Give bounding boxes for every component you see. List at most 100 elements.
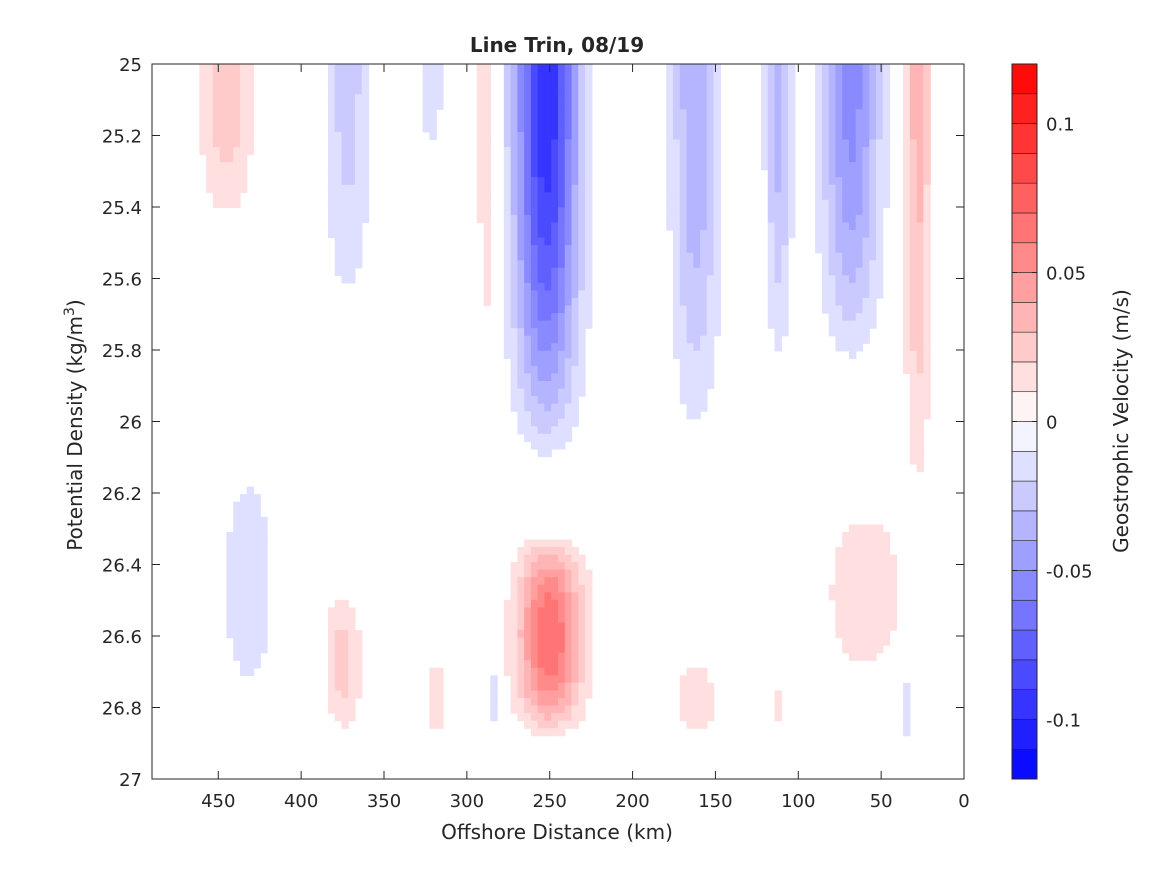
contour-cell (341, 237, 349, 246)
contour-cell (774, 79, 782, 88)
y-tick-label: 26.4 (102, 556, 142, 577)
contour-cell (821, 275, 830, 284)
contour-cell (781, 169, 789, 178)
contour-cell (530, 131, 539, 141)
contour-cell (909, 305, 918, 314)
contour-cell (706, 101, 715, 110)
contour-cell (693, 705, 701, 714)
contour-cell (436, 705, 444, 714)
contour-cell (558, 577, 566, 586)
contour-cell (429, 79, 437, 88)
contour-cell (578, 365, 586, 375)
contour-cell (869, 252, 877, 261)
contour-cell (848, 199, 857, 208)
contour-cell (700, 682, 708, 692)
contour-cell (571, 260, 579, 269)
contour-cell (551, 607, 559, 616)
contour-cell (673, 237, 681, 246)
contour-cell (585, 592, 593, 601)
contour-cell (909, 441, 918, 450)
contour-cell (206, 86, 214, 95)
contour-cell (679, 222, 688, 231)
contour-cell (246, 86, 255, 95)
contour-cell (510, 154, 518, 163)
contour-cell (571, 660, 579, 669)
contour-cell (348, 101, 356, 110)
contour-cell (855, 614, 864, 624)
contour-cell (713, 101, 721, 110)
contour-cell (483, 199, 491, 208)
contour-cell (828, 320, 837, 329)
contour-cell (544, 697, 552, 707)
contour-cell (700, 320, 708, 329)
contour-cell (855, 260, 864, 269)
contour-cell (253, 554, 261, 563)
contour-cell (355, 237, 363, 246)
contour-cell (571, 305, 579, 314)
contour-cell (530, 124, 539, 133)
contour-cell (260, 554, 268, 563)
contour-cell (923, 245, 931, 254)
contour-cell (341, 660, 349, 669)
contour-cell (503, 184, 512, 193)
contour-cell (558, 192, 566, 201)
contour-cell (916, 396, 924, 405)
contour-cell (842, 275, 850, 284)
contour-cell (551, 584, 559, 593)
contour-cell (564, 373, 573, 382)
contour-cell (882, 539, 891, 548)
contour-cell (355, 652, 363, 661)
contour-cell (923, 350, 931, 359)
contour-cell (564, 697, 573, 707)
contour-cell (761, 116, 769, 125)
contour-cell (585, 682, 593, 692)
contour-cell (706, 358, 715, 367)
contour-cell (327, 630, 336, 639)
contour-cell (571, 403, 579, 412)
contour-cell (517, 630, 525, 639)
contour-cell (551, 622, 559, 631)
contour-cell (835, 614, 843, 624)
contour-cell (537, 577, 546, 586)
contour-cell (578, 131, 586, 141)
contour-cell (693, 267, 701, 276)
contour-cell (503, 109, 512, 118)
contour-cell (578, 645, 586, 654)
contour-cell (476, 94, 485, 103)
contour-cell (226, 154, 234, 163)
contour-cell (578, 184, 586, 193)
contour-cell (909, 245, 918, 254)
contour-cell (700, 199, 708, 208)
contour-cell (821, 139, 830, 148)
contour-cell (909, 411, 918, 420)
contour-cell (422, 86, 431, 95)
contour-cell (855, 320, 864, 329)
contour-cell (585, 199, 593, 208)
contour-cell (327, 607, 336, 616)
contour-cell (693, 328, 701, 337)
contour-cell (693, 343, 701, 352)
contour-cell (700, 94, 708, 103)
contour-cell (923, 411, 931, 420)
contour-cell (327, 139, 336, 148)
contour-cell (876, 184, 884, 193)
contour-cell (530, 335, 539, 344)
colorbar-level (1011, 748, 1038, 780)
contour-cell (767, 275, 776, 284)
contour-cell (564, 162, 573, 171)
contour-cell (524, 162, 532, 171)
contour-cell (903, 71, 911, 80)
contour-cell (869, 124, 877, 133)
contour-cell (530, 101, 539, 110)
contour-cell (686, 101, 694, 110)
contour-cell (903, 124, 911, 133)
contour-cell (564, 275, 573, 284)
contour-cell (334, 705, 343, 714)
contour-cell (530, 637, 539, 646)
contour-cell (544, 177, 552, 186)
contour-cell (585, 169, 593, 178)
contour-cell (862, 79, 870, 88)
contour-cell (341, 199, 349, 208)
contour-cell (876, 607, 884, 616)
contour-cell (327, 199, 336, 208)
